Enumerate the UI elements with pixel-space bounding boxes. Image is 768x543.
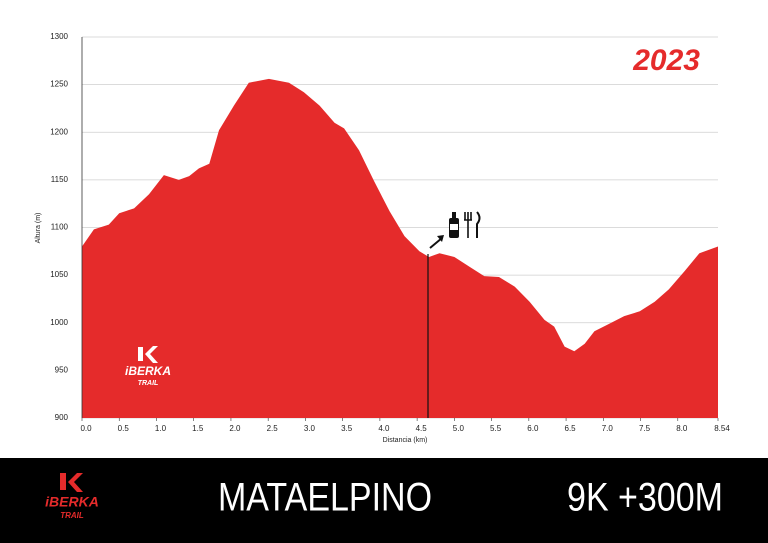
footer-band xyxy=(0,458,768,543)
logo-name: iBERKA xyxy=(45,494,99,510)
y-tick-label: 1050 xyxy=(50,270,68,279)
logo-sub: TRAIL xyxy=(60,511,84,520)
y-tick-label: 1300 xyxy=(50,32,68,41)
x-axis-label: Distancia (km) xyxy=(383,437,428,444)
x-tick-label: 8.0 xyxy=(676,424,688,433)
aid-station-icons xyxy=(429,211,481,249)
x-tick-label: 4.5 xyxy=(416,424,428,433)
logo-name: iBERKA xyxy=(125,364,171,378)
x-tick-label: 5.0 xyxy=(453,424,465,433)
x-tick-label: 0.0 xyxy=(80,424,92,433)
x-tick-label: 0.5 xyxy=(118,424,130,433)
y-tick-label: 1000 xyxy=(50,318,68,327)
year-annotation: 2023 xyxy=(632,44,700,77)
footer-stats: 9K +300M xyxy=(567,474,723,519)
x-tick-label: 7.5 xyxy=(639,424,651,433)
x-tick-label: 3.5 xyxy=(341,424,353,433)
footer-title: MATAELPINO xyxy=(218,474,432,519)
x-tick-label: 1.0 xyxy=(155,424,167,433)
chart-logo: iBERKA TRAIL xyxy=(125,346,171,387)
plot xyxy=(82,78,718,419)
x-tick-label: 8.54 xyxy=(714,424,730,433)
y-tick-label: 1200 xyxy=(50,127,68,136)
x-tick-label: 4.0 xyxy=(378,424,390,433)
x-tick-label: 1.5 xyxy=(192,424,204,433)
y-tick-label: 1100 xyxy=(51,223,69,232)
x-tick-label: 5.5 xyxy=(490,424,502,433)
footer-logo: iBERKA TRAIL xyxy=(45,473,99,520)
x-tick-label: 2.5 xyxy=(267,424,279,433)
x-tick-label: 6.0 xyxy=(527,424,539,433)
x-tick-label: 3.0 xyxy=(304,424,316,433)
y-axis-label: Altura (m) xyxy=(35,213,42,244)
x-tick-label: 7.0 xyxy=(602,424,614,433)
y-tick-label: 1250 xyxy=(50,80,68,89)
logo-sub: TRAIL xyxy=(138,380,159,387)
x-tick-label: 2.0 xyxy=(229,424,241,433)
y-tick-label: 1150 xyxy=(51,175,69,184)
y-tick-label: 950 xyxy=(55,365,69,374)
y-tick-label: 900 xyxy=(55,413,69,422)
elevation-area xyxy=(82,78,718,419)
x-tick-label: 6.5 xyxy=(565,424,577,433)
